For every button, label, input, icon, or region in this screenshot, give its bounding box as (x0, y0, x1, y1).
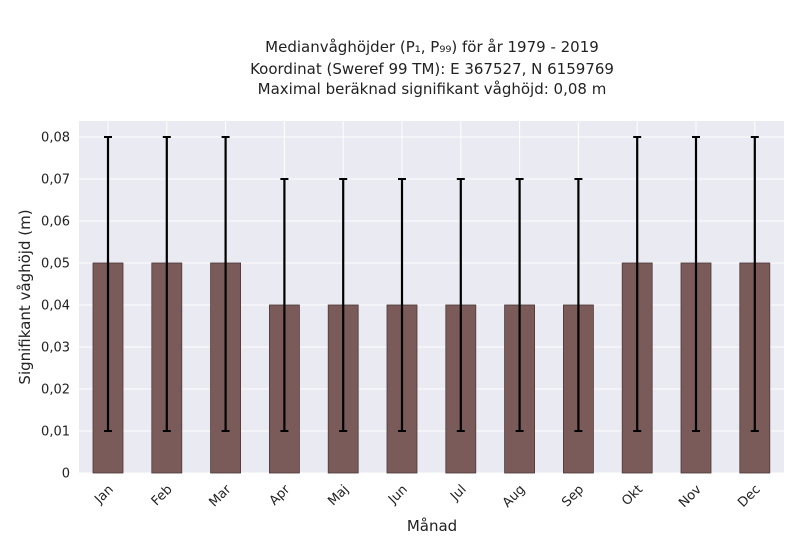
error-bar-jun (398, 178, 406, 432)
x-tick-label: Jul (447, 482, 469, 504)
error-bar-dec (750, 136, 759, 432)
error-bar-okt (633, 136, 642, 432)
error-bar-mar (221, 136, 230, 432)
y-axis-label: Signifikant våghöjd (m) (16, 209, 34, 384)
y-tick-label: 0,03 (41, 341, 70, 356)
y-tick-label: 0,05 (41, 257, 70, 272)
x-tick-label: Nov (676, 482, 705, 511)
error-bar-jan (104, 136, 112, 432)
error-bars (104, 136, 759, 432)
error-bar-nov (692, 136, 700, 432)
plot-area (79, 121, 784, 473)
x-tick-label: Mar (206, 482, 234, 510)
error-bar-feb (162, 136, 171, 432)
y-tick-label: 0,04 (41, 299, 70, 314)
error-bar-aug (515, 178, 524, 432)
y-tick-label: 0,07 (41, 173, 70, 188)
x-axis-ticks: Jan Feb Mar Apr Maj Jun Jul Aug Sep Okt Nov Dec (91, 482, 763, 511)
x-tick-label: Jan (91, 482, 116, 507)
y-tick-label: 0,08 (41, 131, 70, 146)
error-bar-sep (574, 178, 583, 432)
x-tick-label: Okt (619, 482, 646, 509)
x-tick-label: Maj (325, 482, 352, 509)
x-tick-label: Aug (500, 482, 529, 511)
title-line-2: Koordinat (Sweref 99 TM): E 367527, N 61… (250, 60, 614, 78)
y-tick-label: 0,02 (41, 383, 70, 398)
x-tick-label: Sep (559, 482, 587, 510)
x-tick-label: Jun (385, 482, 411, 508)
x-tick-label: Apr (267, 482, 294, 509)
y-tick-label: 0,01 (41, 425, 70, 440)
error-bar-maj (339, 178, 348, 432)
title-line-3: Maximal beräknad signifikant våghöjd: 0,… (258, 80, 607, 98)
x-tick-label: Feb (149, 482, 176, 509)
y-tick-label: 0,06 (41, 215, 70, 230)
x-axis-label: Månad (407, 517, 457, 535)
x-tick-label: Dec (735, 482, 763, 510)
title-line-1: Medianvåghöjder (P₁, P₉₉) för år 1979 - … (265, 38, 599, 56)
error-bar-apr (280, 178, 289, 432)
error-bar-jul (456, 178, 465, 432)
chart-title: Medianvåghöjder (P₁, P₉₉) för år 1979 - … (250, 38, 614, 98)
y-tick-label: 0 (62, 467, 70, 482)
y-axis-ticks: 0 0,01 0,02 0,03 0,04 0,05 0,06 0,07 0,08 (41, 131, 70, 482)
